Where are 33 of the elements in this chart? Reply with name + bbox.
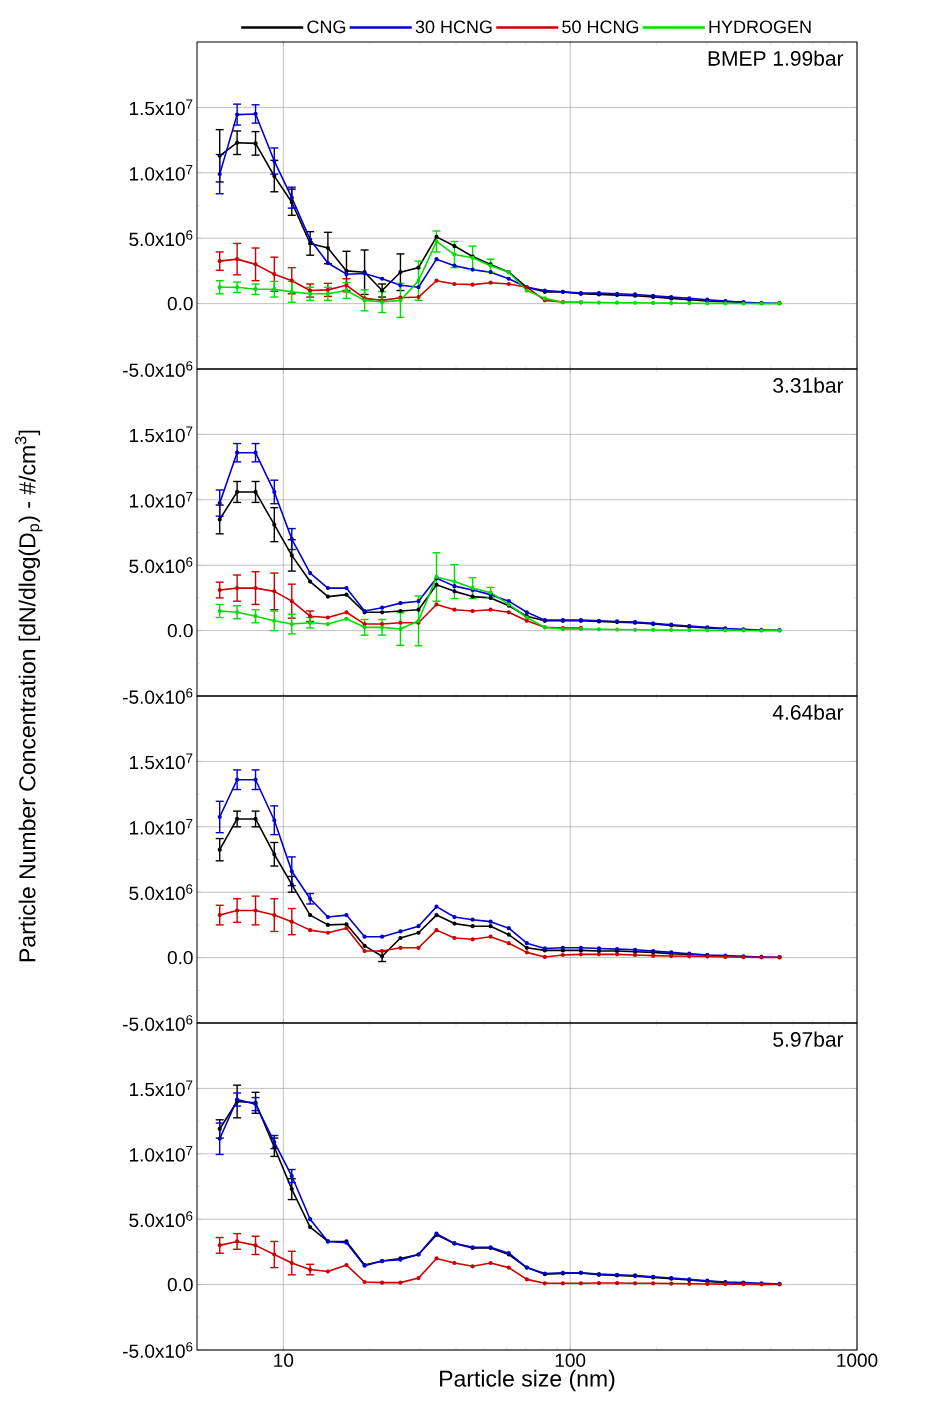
y-tick-label: 5.0x10$^{6}$ xyxy=(129,557,193,574)
x-tick-label: 100 xyxy=(555,1353,586,1367)
y-tick-label: 1.0x10$^{7}$ xyxy=(129,819,193,835)
legend-label: 30 HCNG xyxy=(415,20,492,34)
y-tick-label: 1.5x10$^{7}$ xyxy=(129,1080,193,1097)
y-tick-label: -5.0x10$^{6}$ xyxy=(123,1342,193,1358)
y-axis-title: Particle Number Concentration [dN/dlog(D$_{p}$) - #/cm$^{3}$] xyxy=(15,430,43,962)
y-tick-label: 1.0x10$^{7}$ xyxy=(129,165,193,181)
annotation: 4.64bar xyxy=(772,704,844,720)
y-tick-label: 0.0 xyxy=(167,623,193,638)
y-tick-label: 0.0 xyxy=(167,296,193,311)
y-tick-label: 1.0x10$^{7}$ xyxy=(129,1146,193,1162)
y-tick-label: 0.0 xyxy=(167,950,193,965)
y-tick-label: -5.0x10$^{6}$ xyxy=(123,688,193,704)
annotation: BMEP 1.99bar xyxy=(708,50,844,66)
y-tick-label: -5.0x10$^{6}$ xyxy=(123,1015,193,1031)
y-tick-label: 5.0x10$^{6}$ xyxy=(129,230,193,247)
x-tick-label: 1000 xyxy=(837,1353,878,1367)
y-tick-label: 1.5x10$^{7}$ xyxy=(129,99,193,116)
x-axis-title: Particle size (nm) xyxy=(440,1369,615,1392)
y-tick-label: 5.0x10$^{6}$ xyxy=(129,884,193,901)
annotation: 5.97bar xyxy=(773,1031,844,1047)
x-tick-label: 10 xyxy=(274,1353,294,1367)
y-tick-label: 5.0x10$^{6}$ xyxy=(129,1211,193,1228)
legend-label: 50 HCNG xyxy=(562,20,639,34)
y-tick-label: 1.5x10$^{7}$ xyxy=(129,426,193,443)
y-tick-label: 1.5x10$^{7}$ xyxy=(129,753,193,770)
legend-label: HYDROGEN xyxy=(709,20,811,34)
legend-label: CNG xyxy=(307,20,346,34)
y-tick-label: 1.0x10$^{7}$ xyxy=(129,492,193,508)
annotation: 3.31bar xyxy=(773,377,844,393)
y-tick-label: 0.0 xyxy=(167,1277,193,1292)
y-tick-label: -5.0x10$^{6}$ xyxy=(123,361,193,377)
